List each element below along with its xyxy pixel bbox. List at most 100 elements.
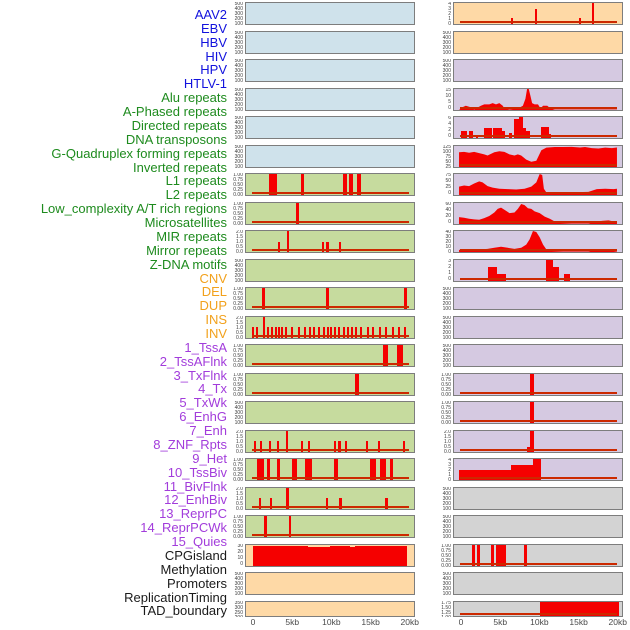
y-tick-label: 0.25 <box>233 358 243 365</box>
data-bar <box>304 459 313 481</box>
y-tick-label: 1.0 <box>236 495 243 502</box>
data-bar <box>459 469 512 481</box>
track-label: 15_Quies <box>171 534 227 550</box>
y-tick-label: 200 <box>234 158 243 165</box>
track-panel-right-22 <box>453 600 623 617</box>
data-bar <box>325 498 329 509</box>
y-tick-label: 300 <box>442 68 451 75</box>
data-bar <box>501 131 506 139</box>
data-bar <box>350 547 356 566</box>
track-label: HBV <box>200 34 227 50</box>
y-tick-label: 2 <box>448 263 451 270</box>
data-bar <box>355 546 408 566</box>
track-panel-left-3 <box>245 59 415 83</box>
y-tick-label: 500 <box>234 87 243 93</box>
data-bar <box>356 174 362 196</box>
y-tick-label: 400 <box>442 291 451 298</box>
track-panel-left-11 <box>245 287 415 311</box>
y-axis-ticks: 2.0 1.5 1.0 0.5 0.0 <box>434 430 451 453</box>
y-axis-ticks: 1251007550250 <box>434 145 451 168</box>
data-bar <box>564 273 570 281</box>
y-tick-label: 0.25 <box>233 187 243 194</box>
track-label: 8_ZNF_Rpts <box>153 436 227 452</box>
y-tick-label: 15 <box>445 87 451 93</box>
track-label: 1_TssA <box>184 339 227 355</box>
y-tick-label: 0.25 <box>233 301 243 308</box>
track-label: Z-DNA motifs <box>149 256 227 272</box>
y-tick-label: 0.0 <box>444 448 451 453</box>
y-tick-label: 300 <box>234 96 243 103</box>
y-tick-label: 100 <box>442 334 451 339</box>
y-tick-label: 200 <box>442 44 451 51</box>
track-panel-left-10 <box>245 258 415 282</box>
signal-baseline <box>459 135 617 138</box>
signal-baseline <box>251 477 409 480</box>
y-tick-label: 0.00 <box>233 363 243 368</box>
track-panel-left-22 <box>245 600 415 617</box>
data-bar <box>378 327 381 338</box>
y-tick-label: 0.25 <box>233 472 243 479</box>
track-panel-left-1 <box>245 2 415 25</box>
track-panel-right-13 <box>453 344 623 368</box>
data-bar <box>392 327 395 338</box>
y-tick-label: 200 <box>234 73 243 80</box>
data-bar <box>321 241 324 253</box>
data-bar <box>491 544 494 566</box>
data-bar <box>339 498 342 509</box>
x-tick-label: 5kb <box>285 617 300 627</box>
track-panel-left-21 <box>245 572 415 596</box>
data-bar <box>285 327 288 338</box>
y-tick-label: 2 <box>448 127 451 134</box>
data-bar <box>526 131 530 139</box>
y-tick-label: 0 <box>448 275 451 282</box>
y-tick-label: 500 <box>442 59 451 65</box>
y-axis-ticks: 1.00 0.75 0.50 0.25 0.00 <box>434 544 451 567</box>
y-tick-label: 500 <box>442 515 451 521</box>
y-tick-label: 30 <box>445 234 451 241</box>
y-tick-label: 1.00 <box>233 344 243 350</box>
data-bar <box>286 430 289 452</box>
track-label: DUP <box>199 298 227 314</box>
y-tick-label: 2 <box>448 467 451 474</box>
y-tick-label: 10 <box>237 554 243 561</box>
track-label: 2_TssAFlnk <box>159 353 227 369</box>
y-tick-label: 10 <box>445 92 451 99</box>
y-tick-label: 0.0 <box>236 334 243 339</box>
data-bar <box>389 459 393 481</box>
data-bar <box>524 544 527 566</box>
data-bar <box>513 119 519 139</box>
data-bar <box>267 459 271 481</box>
y-tick-label: 300 <box>442 495 451 502</box>
y-axis-ticks: 5004003002001000 <box>226 88 243 111</box>
y-tick-label: 200 <box>442 301 451 308</box>
y-tick-label: 1.0 <box>444 438 451 445</box>
y-tick-label: 0.50 <box>233 381 243 388</box>
data-bar <box>277 459 281 481</box>
y-tick-label: 0.50 <box>233 182 243 189</box>
data-bar <box>469 131 474 139</box>
data-bar <box>403 288 407 310</box>
track-panel-right-14 <box>453 372 623 396</box>
y-axis-ticks: 5004003002001000 <box>434 287 451 310</box>
signal-baseline <box>459 448 617 451</box>
data-bar <box>487 266 497 281</box>
track-panel-left-17 <box>245 458 415 482</box>
data-bar <box>530 402 534 424</box>
x-tick-label: 15kb <box>569 617 588 627</box>
y-tick-label: 200 <box>442 529 451 536</box>
track-label: HIV <box>205 48 227 64</box>
track-panel-left-5 <box>245 116 415 140</box>
track-label: AAV2 <box>194 7 227 22</box>
y-tick-label: 500 <box>442 315 451 321</box>
data-bar <box>496 273 507 281</box>
data-bar <box>292 459 298 481</box>
y-tick-label: 100 <box>442 534 451 539</box>
y-tick-label: 400 <box>234 6 243 12</box>
data-bar <box>271 327 274 338</box>
y-axis-ticks: 2.0 1.5 1.0 0.5 0.0 <box>226 230 243 253</box>
y-tick-label: 400 <box>234 63 243 70</box>
track-panel-left-7 <box>245 173 415 197</box>
signal-baseline <box>251 249 409 252</box>
y-tick-label: 400 <box>442 348 451 355</box>
